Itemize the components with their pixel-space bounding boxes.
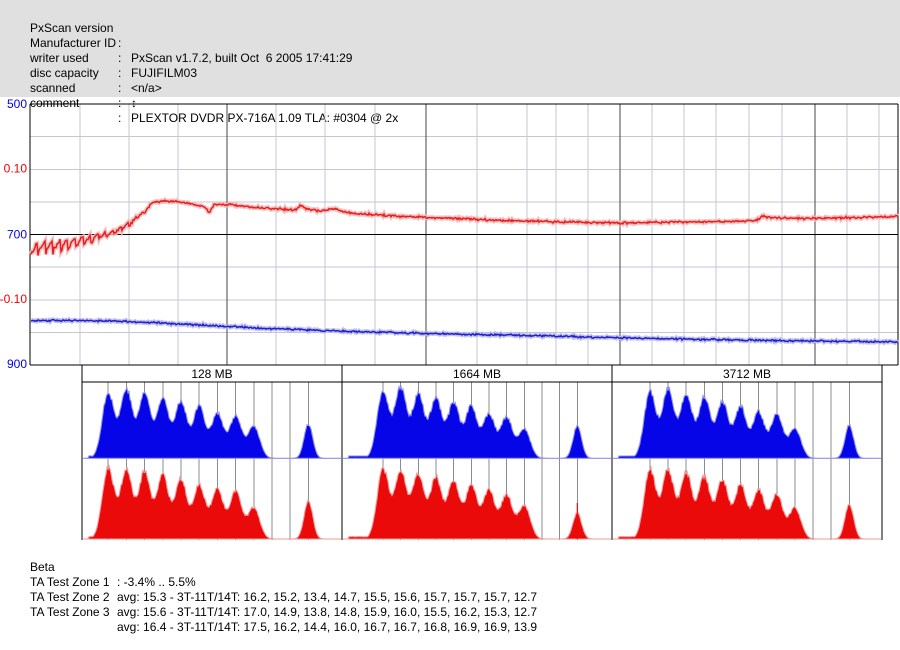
stat-value: : -3.4% .. 5.5% [117,575,196,589]
header-label: Manufacturer ID [30,36,117,50]
ta-zone2-position-label: 1664 MB [453,367,501,381]
stat-value: avg: 16.4 - 3T-11T/14T: 17.5, 16.2, 14.4… [117,620,538,634]
y-axis-label-700: 700 [7,228,27,242]
stat-label: Beta [30,560,55,574]
header-value: FUJIFILM03 [131,66,198,80]
pxscan-window: PxScan version : PxScan v1.7.2, built Oc… [0,0,900,634]
chart-graphics [28,103,900,540]
header-value: ↕ [131,96,137,110]
header-row-scanned: scanned : PLEXTOR DVDR PX-716A 1.09 TLA:… [0,66,398,125]
stat-value: avg: 15.3 - 3T-11T/14T: 16.2, 15.2, 13.4… [117,590,538,604]
header-row-capacity: disc capacity : ↕ [0,51,137,110]
header-label: disc capacity [30,66,99,80]
ta-zone1-position-label: 128 MB [191,367,232,381]
header-label: writer used [30,51,89,65]
header-separator: : [118,111,122,125]
y-axis-label-beta-minus: -0.10 [0,292,27,306]
scan-chart: 500 0.10 700 -0.10 900 128 MB 1664 MB 37… [0,97,900,540]
header-value: PxScan v1.7.2, built Oct 6 2005 17:41:29 [131,51,353,65]
header-label: scanned [30,81,76,95]
header-value: <n/a> [131,81,162,95]
y-axis-label-900: 900 [7,357,27,371]
beta-range-row: Beta : -3.4% .. 5.5% [0,545,196,589]
header-label: comment [30,96,80,110]
y-axis-label-500: 500 [7,97,27,111]
ta-zone2-row: TA Test Zone 2 avg: 15.6 - 3T-11T/14T: 1… [0,575,537,619]
header-row-comment: comment : [0,81,121,125]
header-row-writer: writer used : <n/a> [0,36,162,95]
y-axis-label-beta-plus: 0.10 [4,162,28,176]
stat-label: TA Test Zone 2 [30,590,110,604]
stat-value: avg: 15.6 - 3T-11T/14T: 17.0, 14.9, 13.8… [117,605,538,619]
stat-label: TA Test Zone 3 [30,605,110,619]
stat-label: TA Test Zone 1 [30,575,110,589]
header-separator: : [118,51,122,65]
header-row-manufacturer: Manufacturer ID : FUJIFILM03 [0,21,197,80]
scan-info-header: PxScan version : PxScan v1.7.2, built Oc… [0,0,900,125]
header-row-version: PxScan version : PxScan v1.7.2, built Oc… [0,6,352,65]
ta-zone1-row: TA Test Zone 1 avg: 15.3 - 3T-11T/14T: 1… [0,560,537,604]
ta-zone3-row: TA Test Zone 3 avg: 16.4 - 3T-11T/14T: 1… [0,590,537,634]
header-separator: : [118,36,122,50]
header-separator: : [118,66,122,80]
header-value: PLEXTOR DVDR PX-716A 1.09 TLA: #0304 @ 2… [131,111,399,125]
header-label: PxScan version [30,21,114,35]
header-separator: : [118,81,122,95]
header-separator: : [118,96,122,110]
ta-zone3-position-label: 3712 MB [723,367,771,381]
